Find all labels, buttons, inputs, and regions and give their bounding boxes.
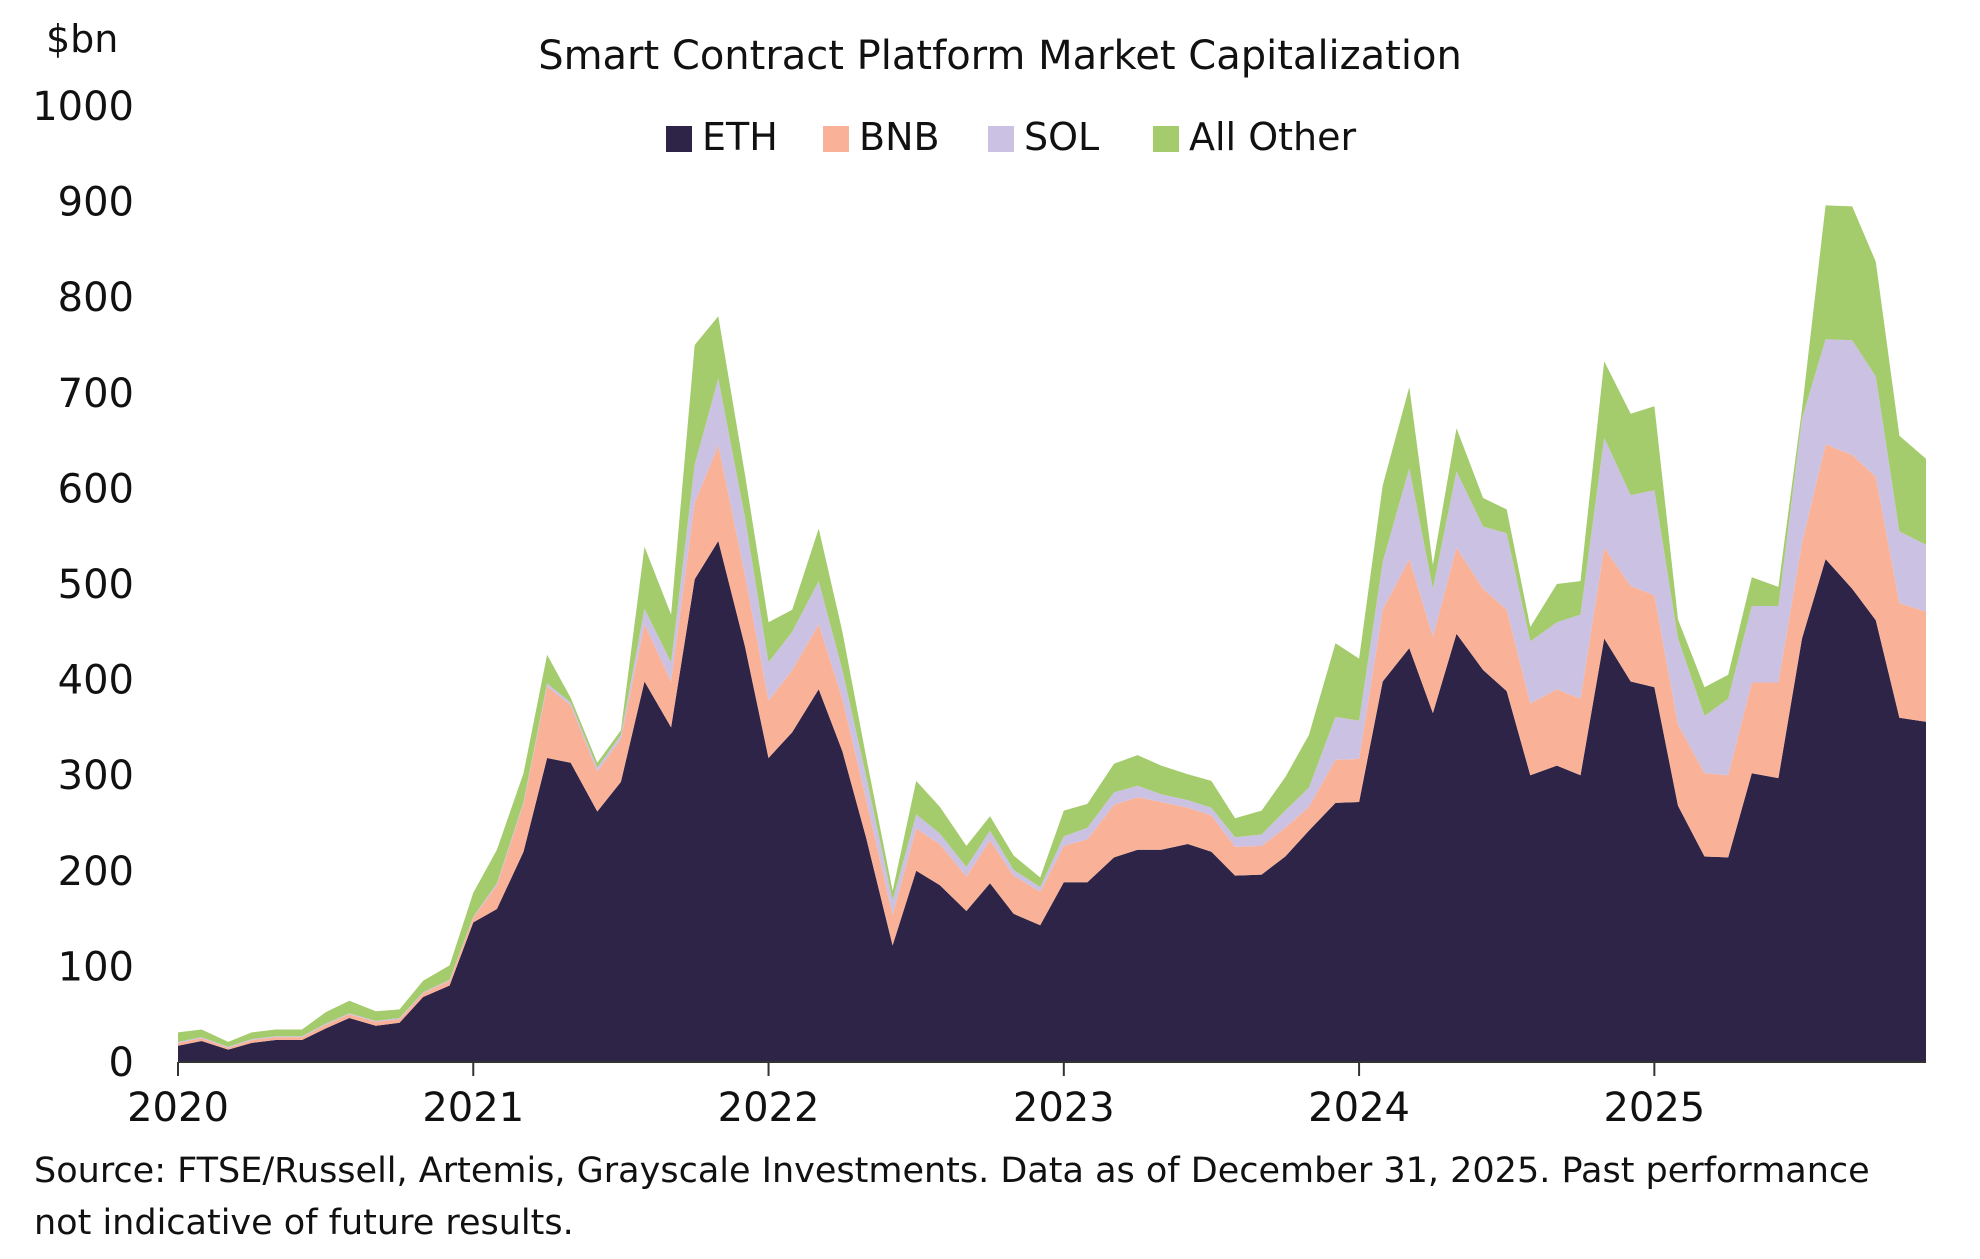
chart-title: Smart Contract Platform Market Capitaliz…	[538, 33, 1462, 79]
y-tick-label: 100	[58, 944, 134, 990]
y-tick-label: 400	[58, 658, 134, 704]
y-tick-label: 600	[58, 466, 134, 512]
legend-swatch-bnb	[823, 126, 849, 152]
y-axis-label: $bn	[46, 17, 118, 61]
y-tick-label: 300	[58, 753, 134, 799]
axes-group: 0 100 200 300 400 500 600 700 800 900 1000 2020 2021…	[32, 84, 1926, 1131]
y-tick-label: 900	[58, 180, 134, 226]
x-tick-label: 2021	[422, 1085, 524, 1131]
x-tick-label: 2025	[1603, 1085, 1705, 1131]
area-series-sol	[178, 339, 1926, 1048]
y-tick-label: 800	[58, 275, 134, 321]
area-series-eth	[178, 541, 1926, 1062]
legend: ETH BNB SOL All Other	[666, 115, 1356, 159]
legend-label: ETH	[702, 115, 778, 159]
legend-swatch-all-other	[1153, 126, 1179, 152]
area-series-bnb	[178, 444, 1926, 1050]
x-tick-label: 2022	[718, 1085, 820, 1131]
y-tick-label: 700	[58, 371, 134, 417]
legend-swatch-sol	[988, 126, 1014, 152]
y-tick-label: 200	[58, 849, 134, 895]
area-series-group	[178, 205, 1926, 1062]
x-tick-label: 2023	[1013, 1085, 1115, 1131]
legend-label: SOL	[1024, 115, 1099, 159]
source-note: Source: FTSE/Russell, Artemis, Grayscale…	[34, 1151, 1870, 1243]
legend-label: BNB	[859, 115, 940, 159]
y-tick-label: 1000	[32, 84, 134, 130]
x-tick-label: 2020	[127, 1085, 229, 1131]
y-tick-label: 0	[109, 1040, 134, 1086]
legend-swatch-eth	[666, 126, 692, 152]
legend-label: All Other	[1189, 115, 1356, 159]
x-tick-label: 2024	[1308, 1085, 1410, 1131]
y-tick-label: 500	[58, 562, 134, 608]
